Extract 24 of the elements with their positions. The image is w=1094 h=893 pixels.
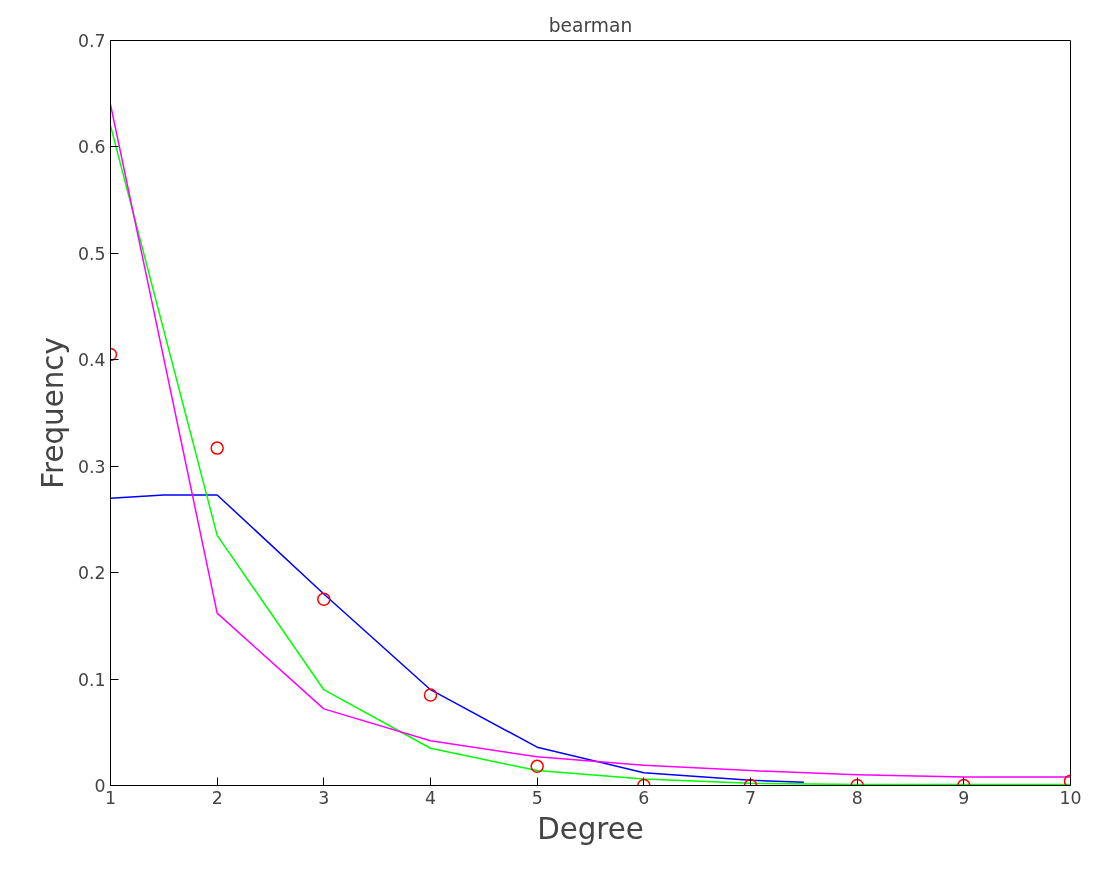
x-tick-label: 8	[851, 787, 863, 808]
point	[317, 592, 331, 606]
x-tick-label: 7	[744, 787, 757, 808]
x-axis-title: Degree	[537, 811, 644, 846]
x-tick-label: 4	[424, 787, 437, 808]
chart-title: bearman	[548, 14, 633, 36]
x-tick-label: 5	[531, 787, 543, 808]
y-tick-label: 0	[94, 776, 106, 796]
point	[210, 441, 224, 455]
x-tick-label: 9	[958, 787, 970, 808]
x-tick-label: 10	[1059, 787, 1082, 808]
x-tick-label: 1	[104, 787, 117, 808]
y-tick-label: 0.5	[77, 243, 106, 264]
line-series	[110, 494, 805, 784]
y-tick-label: 0.1	[77, 669, 106, 690]
x-tick-label: 2	[211, 787, 223, 808]
y-tick-label: 0.6	[77, 137, 106, 158]
y-tick-label: 0.3	[77, 456, 106, 477]
y-tick-label: 0.2	[77, 563, 106, 584]
y-tick-label: 0.7	[77, 31, 106, 51]
x-tick-label: 6	[638, 787, 650, 808]
x-tick-label: 3	[318, 787, 330, 808]
y-axis-title: Frequency	[35, 337, 70, 489]
y-tick-label: 0.4	[77, 350, 106, 371]
